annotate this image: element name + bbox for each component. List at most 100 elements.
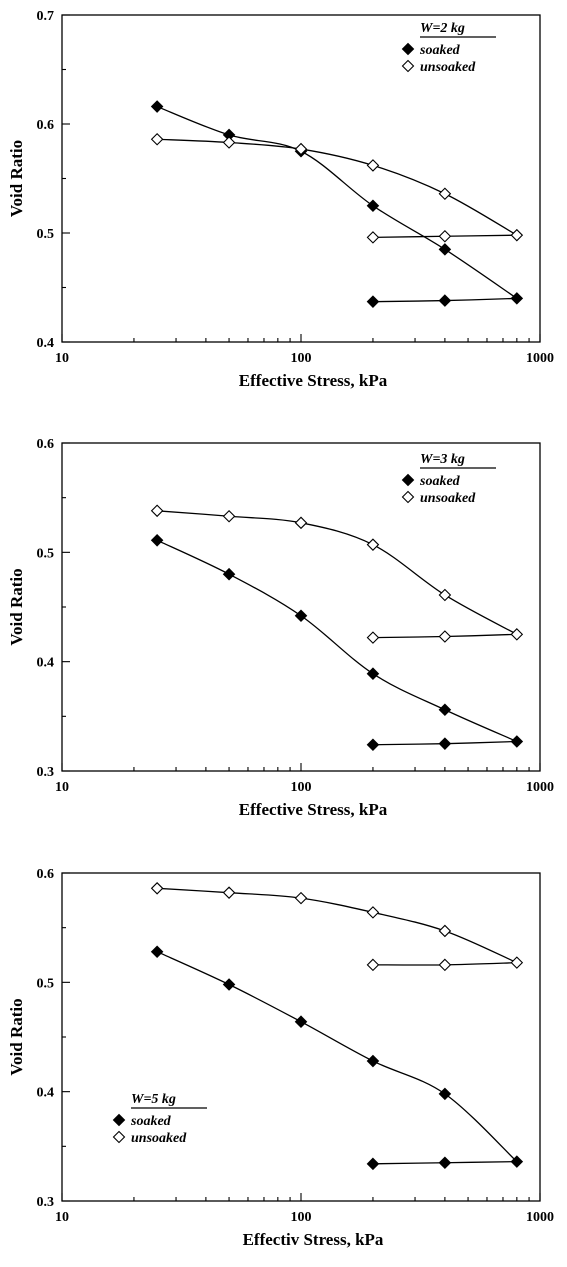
open-diamond-icon: [401, 490, 415, 504]
chart-2: 0.3 0.4 0.5 0.6 10 100 1000 Effective Stress, k…: [7, 437, 554, 819]
series-soaked: [150, 945, 524, 1171]
unsoaked-point: [510, 628, 524, 641]
unsoaked-point: [366, 906, 380, 919]
y-tick-label: 0.6: [37, 437, 55, 452]
soaked-point: [150, 100, 164, 113]
unsoaked-point: [222, 136, 236, 149]
y-tick-label: 0.6: [37, 867, 55, 882]
unsoaked-point: [294, 891, 308, 905]
soaked-loading-curve: [156, 951, 518, 1163]
unsoaked-point: [150, 882, 164, 895]
unsoaked-point: [438, 588, 452, 602]
x-tick-label: 100: [291, 351, 312, 366]
x-tick-label: 1000: [526, 780, 554, 795]
series-unsoaked: [150, 504, 524, 644]
soaked-point: [510, 735, 524, 748]
soaked-point: [438, 703, 452, 717]
soaked-point: [294, 1015, 308, 1028]
legend: W=2 kg soaked unsoaked: [401, 21, 496, 75]
unsoaked-point: [510, 228, 524, 242]
soaked-loading-curve: [156, 539, 518, 743]
unsoaked-point: [150, 132, 164, 146]
x-tick-label: 1000: [526, 351, 554, 366]
legend-entry-soaked: soaked: [419, 474, 461, 489]
unsoaked-point: [222, 886, 236, 899]
chart-1: 0.4 0.5 0.6 0.7 10 100 1000 Effective Stress, k…: [7, 9, 554, 390]
soaked-point: [510, 1155, 524, 1168]
unsoaked-loading-curve: [157, 138, 518, 236]
y-tick-label: 0.5: [37, 546, 55, 561]
legend-title: W=3 kg: [420, 452, 465, 467]
chart-3: 0.3 0.4 0.5 0.6 10 100 1000 Effectiv Stress, kP…: [7, 867, 554, 1249]
filled-diamond-icon: [401, 42, 415, 56]
y-axis-label: Void Ratio: [7, 140, 26, 217]
x-axis-label: Effective Stress, kPa: [239, 800, 388, 819]
y-axis-label: Void Ratio: [7, 568, 26, 645]
soaked-point: [366, 295, 380, 308]
legend-entry-unsoaked: unsoaked: [420, 491, 476, 506]
unsoaked-point: [294, 516, 308, 530]
soaked-point: [294, 609, 308, 623]
legend-entry-unsoaked: unsoaked: [420, 60, 476, 75]
unsoaked-point: [366, 159, 380, 172]
soaked-point: [438, 1156, 452, 1170]
legend-entry-soaked: soaked: [130, 1114, 172, 1129]
unsoaked-point: [294, 142, 308, 156]
unsoaked-point: [366, 231, 380, 244]
legend: W=3 kg soaked unsoaked: [401, 452, 496, 506]
unsoaked-point: [438, 630, 452, 643]
x-tick-label: 100: [291, 1210, 312, 1225]
open-diamond-icon: [401, 59, 415, 73]
soaked-point: [150, 534, 164, 547]
x-tick-label: 100: [291, 780, 312, 795]
y-tick-label: 0.5: [37, 227, 55, 242]
series-soaked: [150, 534, 524, 752]
y-tick-label: 0.4: [37, 336, 55, 351]
x-tick-label: 1000: [526, 1210, 554, 1225]
x-tick-label: 10: [55, 1210, 69, 1225]
x-axis-label: Effective Stress, kPa: [239, 371, 388, 390]
unsoaked-point: [222, 509, 236, 523]
soaked-point: [510, 292, 524, 305]
y-tick-label: 0.6: [37, 118, 55, 133]
soaked-point: [438, 294, 452, 307]
y-tick-label: 0.7: [37, 9, 55, 24]
unsoaked-point: [366, 958, 380, 972]
unsoaked-point: [510, 956, 524, 969]
filled-diamond-icon: [401, 473, 415, 487]
soaked-point: [438, 1087, 452, 1101]
soaked-loading-curve: [156, 105, 518, 299]
soaked-point: [222, 567, 236, 581]
legend-entry-unsoaked: unsoaked: [131, 1131, 187, 1146]
unsoaked-point: [438, 924, 452, 938]
legend-entry-soaked: soaked: [419, 43, 461, 58]
soaked-point: [222, 978, 236, 991]
soaked-point: [366, 1157, 380, 1171]
legend-title: W=2 kg: [420, 21, 465, 36]
unsoaked-point: [438, 958, 452, 972]
unsoaked-point: [366, 631, 380, 644]
legend-title: W=5 kg: [131, 1092, 176, 1107]
unsoaked-point: [150, 504, 164, 518]
y-tick-label: 0.4: [37, 1086, 55, 1101]
plot-frame: [61, 872, 541, 1202]
soaked-point: [438, 243, 452, 256]
x-tick-label: 10: [55, 351, 69, 366]
x-tick-label: 10: [55, 780, 69, 795]
y-tick-label: 0.5: [37, 976, 55, 991]
x-axis-label: Effectiv Stress, kPa: [243, 1230, 384, 1249]
y-axis-label: Void Ratio: [7, 998, 26, 1075]
unsoaked-loading-curve: [157, 510, 518, 635]
series-unsoaked: [150, 882, 524, 972]
open-diamond-icon: [112, 1130, 126, 1144]
soaked-point: [366, 738, 380, 752]
soaked-point: [366, 199, 380, 213]
y-tick-label: 0.4: [37, 656, 55, 671]
y-tick-label: 0.3: [37, 765, 55, 780]
soaked-point: [366, 667, 380, 680]
soaked-point: [438, 737, 452, 750]
filled-diamond-icon: [112, 1113, 126, 1127]
soaked-point: [150, 945, 164, 958]
unsoaked-point: [438, 187, 452, 201]
